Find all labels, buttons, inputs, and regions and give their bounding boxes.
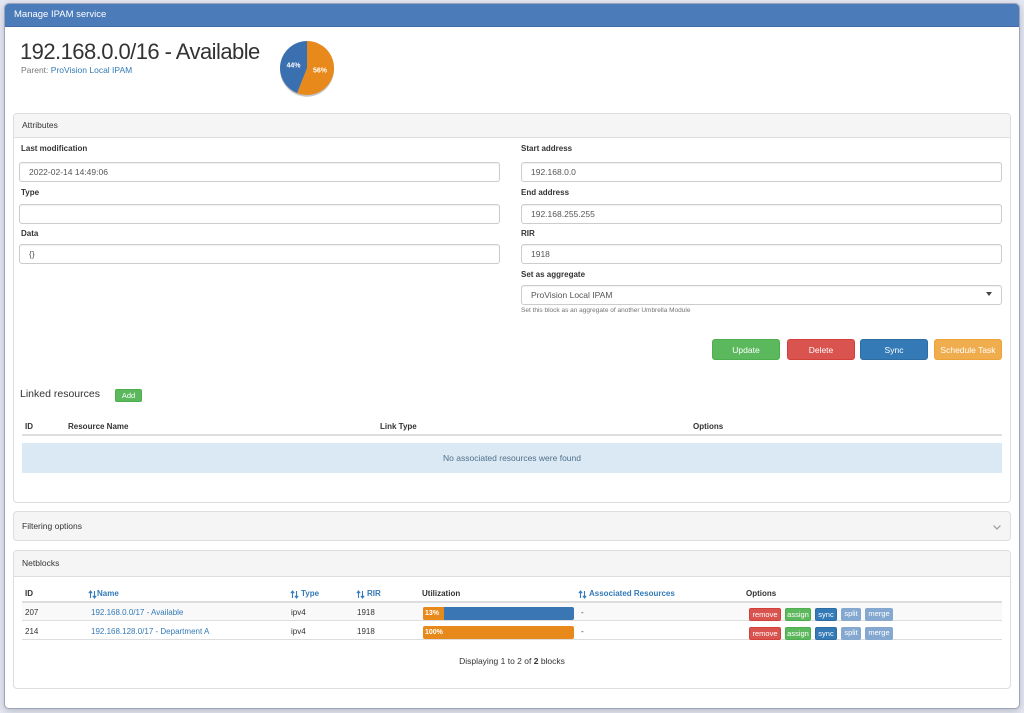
svg-text:56%: 56%: [313, 68, 328, 75]
svg-text:44%: 44%: [286, 63, 301, 70]
